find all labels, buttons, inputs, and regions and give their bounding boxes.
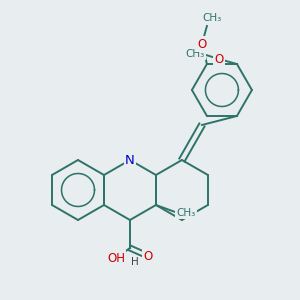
Text: O: O: [214, 52, 224, 65]
Text: CH₃: CH₃: [202, 13, 221, 23]
Text: CH₃: CH₃: [185, 49, 205, 59]
Text: O: O: [143, 250, 153, 262]
Text: O: O: [197, 38, 206, 50]
Text: H: H: [131, 257, 139, 267]
Text: N: N: [125, 154, 135, 166]
Text: OH: OH: [107, 251, 125, 265]
Text: CH₃: CH₃: [176, 208, 196, 218]
